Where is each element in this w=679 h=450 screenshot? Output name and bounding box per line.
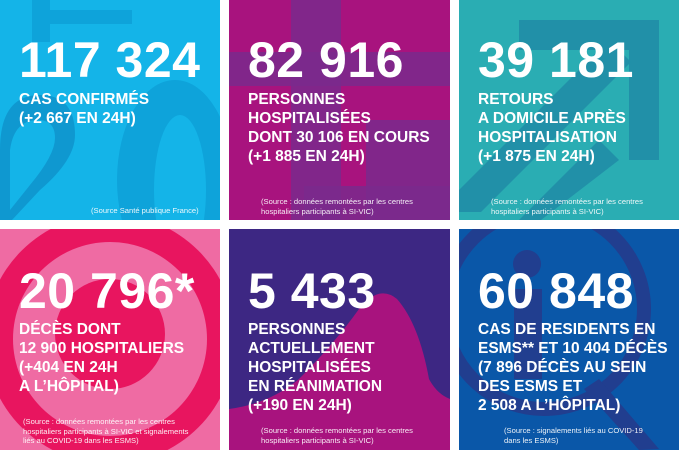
esms-label-line-3: (7 896 DÉCÈS AU SEIN bbox=[478, 359, 647, 376]
deaths-value: 20 796* bbox=[19, 263, 195, 319]
icu-label-line-3: HOSPITALISÉES bbox=[248, 359, 371, 376]
hospitalized-label-line-3: DONT 30 106 EN COURS bbox=[248, 129, 430, 146]
decorative-info-icon bbox=[459, 229, 659, 450]
panel-confirmed-cases: 117 324 CAS CONFIRMÉS (+2 667 EN 24H) (S… bbox=[0, 0, 220, 220]
esms-label-line-4: DES ESMS ET bbox=[478, 378, 583, 395]
deaths-delta-line-2: A L’HÔPITAL) bbox=[19, 378, 119, 395]
confirmed-cases-delta: (+2 667 EN 24H) bbox=[19, 110, 136, 127]
hospitalized-value: 82 916 bbox=[248, 32, 404, 88]
decorative-target-icon bbox=[0, 229, 220, 450]
esms-label-line-1: CAS DE RESIDENTS EN bbox=[478, 321, 656, 338]
returns-home-label-line-2: A DOMICILE APRÈS bbox=[478, 110, 626, 127]
confirmed-cases-source: (Source Santé publique France) bbox=[91, 206, 199, 215]
icu-label-line-2: ACTUELLEMENT bbox=[248, 340, 375, 357]
hospitalized-label-line-1: PERSONNES bbox=[248, 91, 346, 108]
returns-home-label-line-1: RETOURS bbox=[478, 91, 554, 108]
deaths-delta-line-1: (+404 EN 24H bbox=[19, 359, 118, 376]
panel-deaths: 20 796* DÉCÈS DONT 12 900 HOSPITALIERS (… bbox=[0, 229, 220, 450]
decorative-curve-icon bbox=[229, 293, 450, 450]
panel-icu: 5 433 PERSONNES ACTUELLEMENT HOSPITALISÉ… bbox=[229, 229, 450, 450]
returns-home-label-line-3: HOSPITALISATION bbox=[478, 129, 617, 146]
icu-label-line-4: EN RÉANIMATION bbox=[248, 378, 383, 395]
hospitalized-label-line-2: HOSPITALISÉES bbox=[248, 110, 371, 127]
deaths-label-line-2: 12 900 HOSPITALIERS bbox=[19, 340, 185, 357]
icu-value: 5 433 bbox=[248, 263, 376, 319]
hospitalized-source: (Source : données remontées par les cent… bbox=[261, 197, 413, 216]
decorative-arrow-icon bbox=[459, 20, 659, 220]
confirmed-cases-value: 117 324 bbox=[19, 32, 201, 88]
deaths-label-line-1: DÉCÈS DONT bbox=[19, 321, 121, 338]
hospitalized-delta: (+1 885 EN 24H) bbox=[248, 148, 365, 165]
panel-esms: 60 848 CAS DE RESIDENTS EN ESMS** ET 10 … bbox=[459, 229, 679, 450]
panel-hospitalized: 82 916 PERSONNES HOSPITALISÉES DONT 30 1… bbox=[229, 0, 450, 220]
esms-value: 60 848 bbox=[478, 263, 634, 319]
icu-delta: (+190 EN 24H) bbox=[248, 397, 352, 414]
esms-label-line-2: ESMS** ET 10 404 DÉCÈS bbox=[478, 340, 668, 357]
returns-home-delta: (+1 875 EN 24H) bbox=[478, 148, 595, 165]
returns-home-source: (Source : données remontées par les cent… bbox=[491, 197, 643, 216]
panel-returns-home: 39 181 RETOURS A DOMICILE APRÈS HOSPITAL… bbox=[459, 0, 679, 220]
deaths-source: (Source : données remontées par les cent… bbox=[23, 417, 189, 445]
decorative-2020-digits-icon bbox=[0, 0, 220, 220]
returns-home-value: 39 181 bbox=[478, 32, 634, 88]
confirmed-cases-label: CAS CONFIRMÉS bbox=[19, 91, 150, 108]
esms-source: (Source : signalements liés au COVID-19 … bbox=[504, 426, 643, 445]
esms-label-line-5: 2 508 A L’HÔPITAL) bbox=[478, 397, 621, 414]
icu-source: (Source : données remontées par les cent… bbox=[261, 426, 413, 445]
icu-label-line-1: PERSONNES bbox=[248, 321, 346, 338]
decorative-cross-icon bbox=[229, 0, 450, 220]
